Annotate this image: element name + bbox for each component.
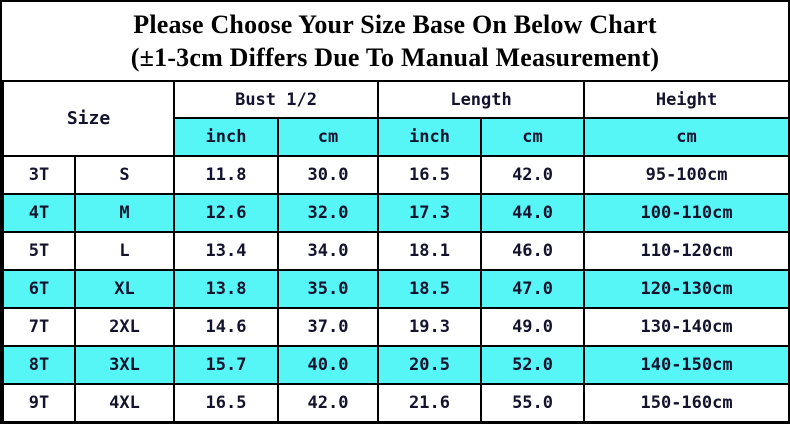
cell-size-letter: XL [73,269,176,309]
table-row: 5T L 13.4 34.0 18.1 46.0 110-120cm [2,231,788,271]
header-size: Size [2,80,176,157]
cell-bust-inch: 11.8 [173,155,280,195]
cell-length-cm: 47.0 [480,269,586,309]
cell-length-inch: 21.6 [377,383,483,422]
cell-size-age: 7T [2,307,76,347]
cell-bust-inch: 15.7 [173,345,280,385]
cell-size-letter: L [73,231,176,271]
cell-size-letter: 2XL [73,307,176,347]
cell-length-inch: 18.5 [377,269,483,309]
cell-length-inch: 17.3 [377,193,483,233]
cell-length-inch: 18.1 [377,231,483,271]
cell-size-age: 3T [2,155,76,195]
cell-length-cm: 52.0 [480,345,586,385]
header-height: Height [583,80,788,119]
table-row: 4T M 12.6 32.0 17.3 44.0 100-110cm [2,193,788,233]
cell-bust-cm: 35.0 [277,269,380,309]
cell-height: 130-140cm [583,307,788,347]
cell-size-letter: 3XL [73,345,176,385]
cell-bust-cm: 34.0 [277,231,380,271]
table-row: 3T S 11.8 30.0 16.5 42.0 95-100cm [2,155,788,195]
cell-size-letter: M [73,193,176,233]
cell-bust-inch: 14.6 [173,307,280,347]
cell-length-cm: 44.0 [480,193,586,233]
size-table: Size Bust 1/2 Length Height inch cm inch… [2,80,788,422]
cell-length-inch: 19.3 [377,307,483,347]
header-bust-inch: inch [173,117,280,157]
header-bust: Bust 1/2 [173,80,380,119]
cell-length-cm: 46.0 [480,231,586,271]
cell-bust-inch: 13.4 [173,231,280,271]
cell-bust-cm: 40.0 [277,345,380,385]
cell-length-cm: 42.0 [480,155,586,195]
cell-bust-cm: 30.0 [277,155,380,195]
cell-bust-cm: 42.0 [277,383,380,422]
header-length-cm: cm [480,117,586,157]
cell-size-age: 5T [2,231,76,271]
header-height-cm: cm [583,117,788,157]
cell-size-age: 4T [2,193,76,233]
header-length: Length [377,80,586,119]
chart-title: Please Choose Your Size Base On Below Ch… [2,2,788,80]
cell-length-cm: 49.0 [480,307,586,347]
cell-size-letter: 4XL [73,383,176,422]
cell-size-age: 9T [2,383,76,422]
chart-title-line2: (±1-3cm Differs Due To Manual Measuremen… [130,43,660,72]
cell-height: 100-110cm [583,193,788,233]
header-unit-row: inch cm inch cm cm [3,117,788,157]
cell-bust-inch: 16.5 [173,383,280,422]
cell-size-age: 8T [2,345,76,385]
header-group-row: Size Bust 1/2 Length Height [2,80,788,157]
table-row: 6T XL 13.8 35.0 18.5 47.0 120-130cm [2,269,788,309]
cell-bust-inch: 13.8 [173,269,280,309]
cell-length-inch: 20.5 [377,345,483,385]
cell-height: 140-150cm [583,345,788,385]
cell-height: 95-100cm [583,155,788,195]
cell-bust-inch: 12.6 [173,193,280,233]
cell-bust-cm: 37.0 [277,307,380,347]
cell-bust-cm: 32.0 [277,193,380,233]
chart-title-line1: Please Choose Your Size Base On Below Ch… [133,10,657,39]
table-row: 9T 4XL 16.5 42.0 21.6 55.0 150-160cm [2,383,788,422]
cell-length-inch: 16.5 [377,155,483,195]
table-row: 8T 3XL 15.7 40.0 20.5 52.0 140-150cm [2,345,788,385]
table-row: 7T 2XL 14.6 37.0 19.3 49.0 130-140cm [2,307,788,347]
cell-size-letter: S [73,155,176,195]
cell-height: 120-130cm [583,269,788,309]
header-length-inch: inch [377,117,483,157]
cell-size-age: 6T [2,269,76,309]
header-bust-cm: cm [277,117,380,157]
cell-length-cm: 55.0 [480,383,586,422]
cell-height: 110-120cm [583,231,788,271]
cell-height: 150-160cm [583,383,788,422]
